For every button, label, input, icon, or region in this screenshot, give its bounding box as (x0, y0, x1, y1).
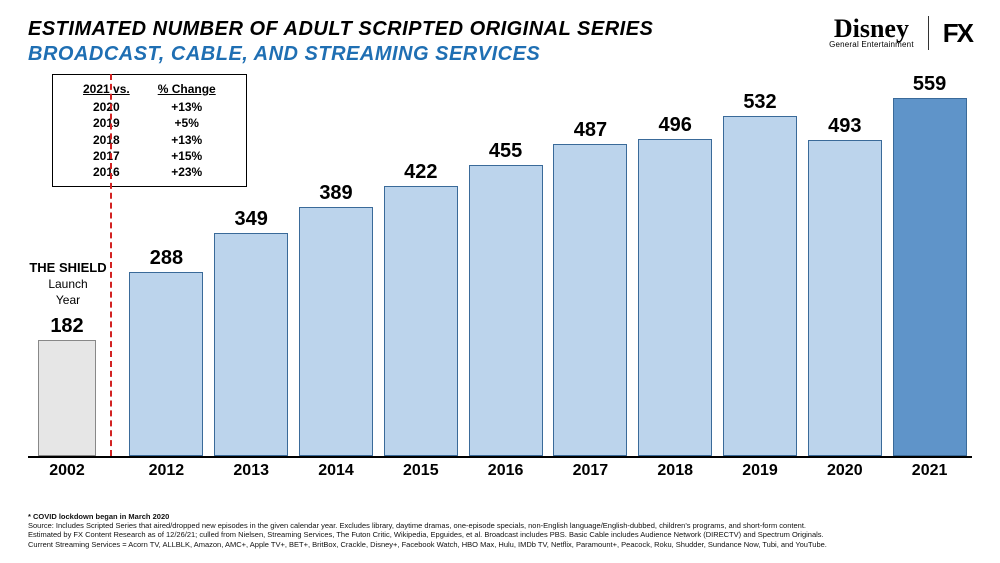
bar-2015: 422 (384, 186, 458, 456)
bar-value-label: 496 (639, 114, 711, 137)
bar-value-label: 493 (809, 115, 881, 138)
x-axis-label: 2012 (129, 462, 203, 480)
bar-2013: 349 (214, 233, 288, 456)
disney-subtext: General Entertainment (829, 40, 914, 49)
plot-area: 182288349389422455487496532493559 (28, 74, 972, 458)
logo-divider (928, 16, 929, 50)
x-axis-label: 2018 (638, 462, 712, 480)
footnotes: * COVID lockdown began in March 2020 Sou… (28, 512, 972, 550)
x-axis-label: 2002 (38, 462, 96, 480)
bar-value-label: 455 (470, 140, 542, 163)
x-axis-label: 2014 (299, 462, 373, 480)
footnote-source: Source: Includes Scripted Series that ai… (28, 521, 972, 530)
footnote-estimate: Estimated by FX Content Research as of 1… (28, 530, 972, 539)
divider-line (110, 74, 112, 456)
bar-2020: 493 (808, 140, 882, 456)
x-axis-label: 2015 (384, 462, 458, 480)
bar-value-label: 532 (724, 91, 796, 114)
bar-2017: 487 (553, 144, 627, 456)
bar-2014: 389 (299, 207, 373, 456)
bar-chart: 182288349389422455487496532493559 200220… (28, 74, 972, 478)
bar-2012: 288 (129, 272, 203, 456)
x-axis-label: 2020 (808, 462, 882, 480)
disney-wordmark: Disney (829, 17, 914, 40)
x-axis-label: 2021 (893, 462, 967, 480)
footnote-streaming: Current Streaming Services = Acorn TV, A… (28, 540, 972, 549)
x-axis-label: 2013 (214, 462, 288, 480)
x-axis-label: 2017 (553, 462, 627, 480)
bar-value-label: 182 (39, 315, 95, 338)
bar-value-label: 559 (894, 73, 966, 96)
bar-value-label: 487 (554, 119, 626, 142)
bar-2019: 532 (723, 116, 797, 456)
logo-block: Disney General Entertainment FX (829, 16, 972, 50)
x-axis-label: 2016 (469, 462, 543, 480)
bar-2016: 455 (469, 165, 543, 456)
bar-value-label: 349 (215, 208, 287, 231)
bar-2002: 182 (38, 340, 96, 456)
bar-value-label: 389 (300, 182, 372, 205)
x-axis-label: 2019 (723, 462, 797, 480)
footnote-covid: * COVID lockdown began in March 2020 (28, 512, 972, 521)
bar-2021: 559 (893, 98, 967, 456)
bar-value-label: 288 (130, 247, 202, 270)
bar-2018: 496 (638, 139, 712, 456)
fx-logo: FX (943, 18, 972, 49)
bar-value-label: 422 (385, 161, 457, 184)
disney-logo: Disney General Entertainment (829, 17, 914, 48)
